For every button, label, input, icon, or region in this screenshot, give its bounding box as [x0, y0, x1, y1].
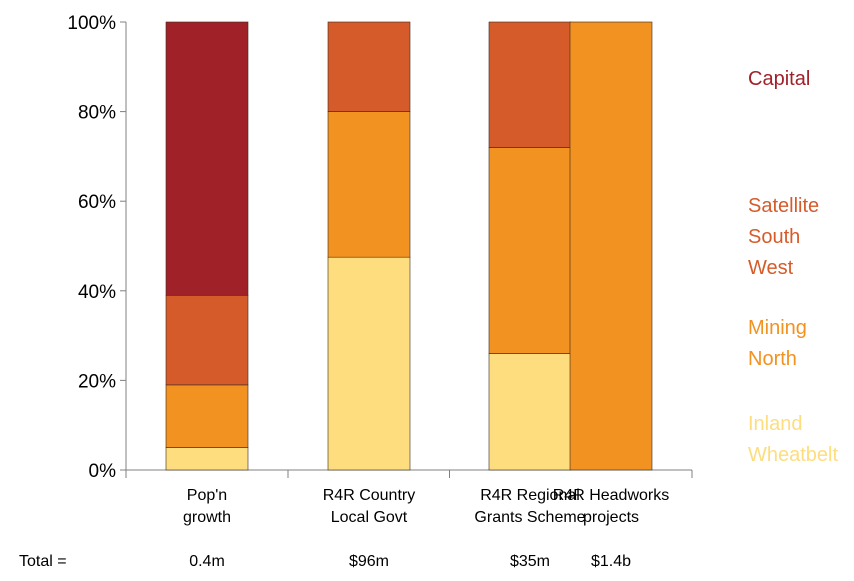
y-tick-label: 100% — [67, 13, 116, 34]
bars-layer — [165, 21, 653, 471]
total-value: 0.4m — [189, 553, 225, 570]
y-tick-label: 0% — [89, 461, 117, 482]
bar-segment — [165, 294, 249, 386]
totals-label: Total = — [19, 553, 67, 570]
y-tick-label: 80% — [78, 103, 116, 124]
x-tick-label: R4R Regional — [480, 487, 580, 504]
y-tick-label: 20% — [78, 371, 116, 392]
total-value: $35m — [510, 553, 550, 570]
bar-segment — [488, 353, 572, 471]
legend-entry: West — [748, 257, 794, 279]
total-value: $96m — [349, 553, 389, 570]
legend-entry: Capital — [748, 68, 810, 90]
bar-segment — [327, 21, 411, 112]
legend-layer: Capital Satellite South West Mining North Inla… — [748, 68, 838, 466]
x-tick-label: projects — [583, 509, 639, 526]
y-tick-label: 60% — [78, 192, 116, 213]
bar-segment — [165, 447, 249, 471]
x-tick-label: R4R Country — [323, 487, 415, 504]
legend-entry: Wheatbelt — [748, 444, 838, 466]
bar-segment — [327, 256, 411, 471]
y-tick-label: 40% — [78, 282, 116, 303]
bar-segment — [569, 21, 653, 471]
x-tick-label: growth — [183, 509, 231, 526]
bar-segment — [488, 147, 572, 354]
bar-segment — [327, 111, 411, 258]
legend-entry: South — [748, 226, 800, 248]
legend-entry: Mining — [748, 317, 807, 339]
bar-segment — [165, 384, 249, 448]
legend-entry: Inland — [748, 413, 803, 435]
x-tick-label: Local Govt — [331, 509, 408, 526]
bar-segment — [165, 21, 249, 296]
x-tick-label: Grants Scheme — [474, 509, 585, 526]
x-tick-label: Pop'n — [187, 487, 227, 504]
totals-layer: 0.4m $96m $35m $1.4b Total = — [19, 553, 631, 570]
legend-entry: Satellite — [748, 195, 819, 217]
x-tick-label: R4R Headworks — [553, 487, 669, 504]
bar-segment — [488, 21, 572, 148]
axis-layer: 0% 20% 40% 60% 80% 100% Pop'n growth R4R Country… — [67, 13, 693, 526]
total-value: $1.4b — [591, 553, 631, 570]
legend-entry: North — [748, 348, 797, 370]
